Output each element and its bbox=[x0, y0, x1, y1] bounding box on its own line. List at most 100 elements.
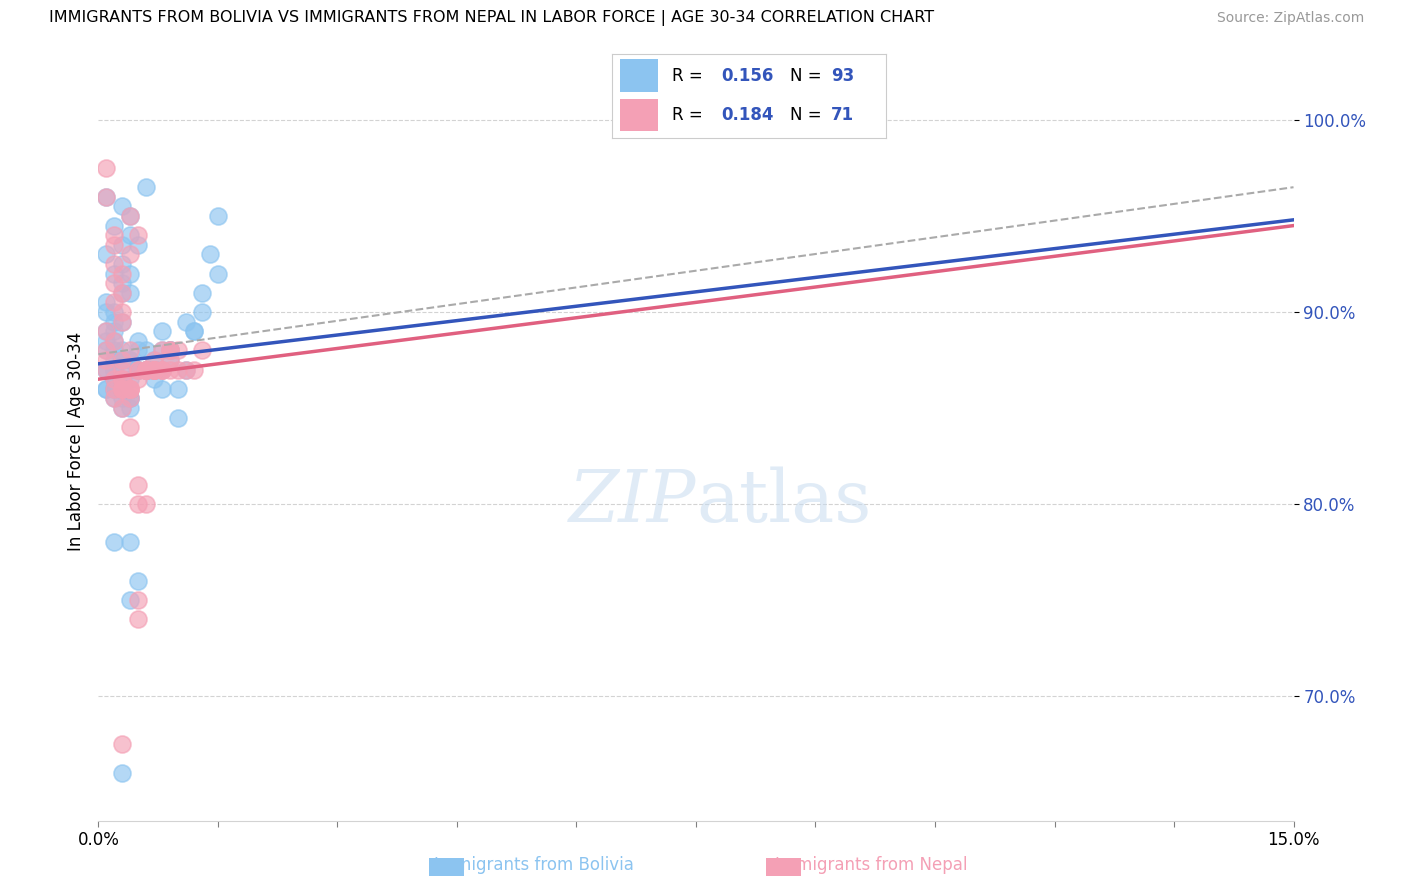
Point bbox=[167, 362, 190, 376]
Point bbox=[120, 593, 142, 607]
Point bbox=[111, 285, 134, 300]
Point bbox=[127, 362, 149, 376]
Text: ZIP: ZIP bbox=[568, 467, 696, 538]
Point bbox=[96, 190, 118, 204]
Point bbox=[111, 353, 134, 368]
Text: IMMIGRANTS FROM BOLIVIA VS IMMIGRANTS FROM NEPAL IN LABOR FORCE | AGE 30-34 CORR: IMMIGRANTS FROM BOLIVIA VS IMMIGRANTS FR… bbox=[49, 11, 935, 26]
Point bbox=[127, 372, 149, 386]
Point bbox=[135, 362, 157, 376]
Point bbox=[143, 362, 166, 376]
Point bbox=[96, 305, 118, 319]
Point bbox=[96, 324, 118, 338]
Point bbox=[103, 535, 125, 549]
Point bbox=[143, 362, 166, 376]
Text: N =: N = bbox=[790, 68, 827, 86]
Point bbox=[143, 353, 166, 368]
Text: atlas: atlas bbox=[696, 467, 872, 538]
Point bbox=[135, 362, 157, 376]
Point bbox=[111, 372, 134, 386]
Point bbox=[143, 362, 166, 376]
Point bbox=[96, 353, 118, 368]
Text: 93: 93 bbox=[831, 68, 855, 86]
Point bbox=[111, 305, 134, 319]
Point bbox=[127, 343, 149, 358]
Point bbox=[111, 199, 134, 213]
Point bbox=[111, 382, 134, 396]
Text: 0.184: 0.184 bbox=[721, 106, 773, 124]
Point bbox=[103, 382, 125, 396]
Point bbox=[159, 343, 181, 358]
Point bbox=[120, 392, 142, 406]
Point bbox=[96, 362, 118, 376]
Point bbox=[150, 343, 173, 358]
Point bbox=[191, 343, 214, 358]
Point bbox=[103, 372, 125, 386]
Point bbox=[167, 410, 190, 425]
Point bbox=[120, 353, 142, 368]
Point bbox=[120, 343, 142, 358]
Point bbox=[135, 362, 157, 376]
Point bbox=[143, 372, 166, 386]
Y-axis label: In Labor Force | Age 30-34: In Labor Force | Age 30-34 bbox=[66, 332, 84, 551]
Point bbox=[120, 392, 142, 406]
Point bbox=[183, 362, 205, 376]
Point bbox=[111, 382, 134, 396]
Point bbox=[111, 382, 134, 396]
Point bbox=[198, 247, 221, 261]
Point bbox=[135, 497, 157, 511]
Point bbox=[96, 382, 118, 396]
Point bbox=[159, 362, 181, 376]
Point bbox=[111, 737, 134, 751]
Point bbox=[135, 362, 157, 376]
Point bbox=[96, 334, 118, 348]
Point bbox=[159, 353, 181, 368]
Text: N =: N = bbox=[790, 106, 827, 124]
Point bbox=[111, 392, 134, 406]
Point bbox=[96, 343, 118, 358]
Point bbox=[111, 401, 134, 415]
Point bbox=[103, 362, 125, 376]
Point bbox=[120, 285, 142, 300]
Point bbox=[150, 343, 173, 358]
Point bbox=[96, 295, 118, 310]
Point bbox=[120, 228, 142, 243]
Point bbox=[159, 353, 181, 368]
Point bbox=[127, 362, 149, 376]
Point bbox=[120, 353, 142, 368]
Point bbox=[135, 362, 157, 376]
Point bbox=[103, 219, 125, 233]
Bar bbox=[620, 60, 658, 92]
Point bbox=[120, 362, 142, 376]
Point bbox=[111, 315, 134, 329]
Point bbox=[103, 353, 125, 368]
Point bbox=[111, 237, 134, 252]
Point bbox=[96, 324, 118, 338]
Point bbox=[120, 209, 142, 223]
Text: R =: R = bbox=[672, 68, 709, 86]
Point bbox=[103, 372, 125, 386]
Point bbox=[127, 477, 149, 491]
Point bbox=[103, 334, 125, 348]
Point bbox=[111, 382, 134, 396]
Point bbox=[103, 228, 125, 243]
Point bbox=[111, 765, 134, 780]
Point bbox=[111, 372, 134, 386]
Point bbox=[143, 362, 166, 376]
Text: R =: R = bbox=[672, 106, 709, 124]
Point bbox=[183, 324, 205, 338]
Point bbox=[103, 382, 125, 396]
Point bbox=[135, 362, 157, 376]
Point bbox=[111, 353, 134, 368]
Point bbox=[103, 392, 125, 406]
Point bbox=[150, 362, 173, 376]
Text: Source: ZipAtlas.com: Source: ZipAtlas.com bbox=[1216, 12, 1364, 25]
Point bbox=[120, 372, 142, 386]
Point bbox=[103, 392, 125, 406]
Point bbox=[96, 161, 118, 175]
Point bbox=[103, 372, 125, 386]
Point bbox=[103, 382, 125, 396]
Point bbox=[135, 343, 157, 358]
Point bbox=[103, 305, 125, 319]
Point bbox=[111, 353, 134, 368]
Point bbox=[143, 353, 166, 368]
